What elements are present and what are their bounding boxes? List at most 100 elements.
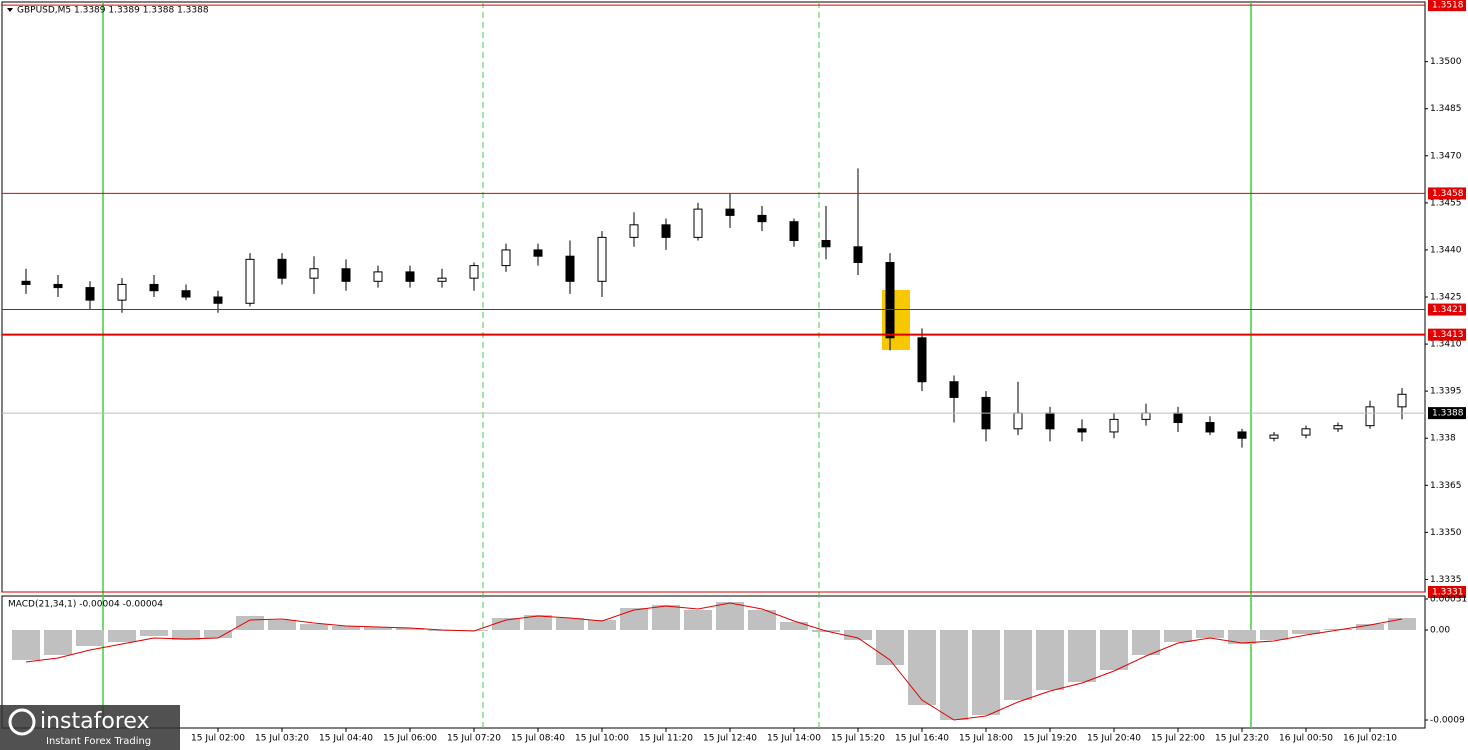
y-tick-label: 1.3350 <box>1430 528 1462 538</box>
y-tick-label: 1.3395 <box>1430 387 1462 397</box>
x-tick-label: 15 Jul 08:40 <box>511 734 565 744</box>
candle-body <box>629 224 639 238</box>
macd-bar <box>1132 630 1160 655</box>
x-tick-label: 15 Jul 12:40 <box>703 734 757 744</box>
candle-body <box>917 337 927 383</box>
level-label: 1.3518 <box>1432 1 1464 11</box>
candle-body <box>1397 393 1407 408</box>
macd-bar <box>396 628 424 630</box>
macd-bar <box>44 630 72 655</box>
level-box <box>1428 0 1466 12</box>
candle-body <box>181 290 191 298</box>
macd-bar <box>652 605 680 630</box>
level-label: 1.3413 <box>1432 330 1464 340</box>
x-tick-label: 15 Jul 10:00 <box>575 734 629 744</box>
candle-body <box>405 271 415 282</box>
x-tick-label: 15 Jul 18:00 <box>959 734 1013 744</box>
candle-body <box>85 287 95 301</box>
y-tick-label: 1.3500 <box>1430 57 1462 67</box>
macd-bar <box>1100 630 1128 670</box>
candle-body <box>1301 428 1311 436</box>
macd-bar <box>588 620 616 630</box>
x-tick-label: 15 Jul 15:20 <box>831 734 885 744</box>
candle-body <box>501 249 511 267</box>
macd-bar <box>972 630 1000 715</box>
level-box <box>1428 328 1466 341</box>
macd-bar <box>492 618 520 630</box>
macd-bar <box>780 622 808 630</box>
candle-body <box>245 258 255 304</box>
price-panel <box>1 1 1426 593</box>
candle-body <box>1109 418 1119 433</box>
candle-body <box>597 236 607 282</box>
x-tick-label: 15 Jul 02:00 <box>191 734 245 744</box>
candle-body <box>693 208 703 238</box>
macd-bar <box>1068 630 1096 682</box>
candle-body <box>821 240 831 248</box>
candle-body <box>149 283 159 292</box>
candle-body <box>53 283 63 289</box>
macd-bar <box>940 630 968 720</box>
macd-bar <box>716 602 744 630</box>
candle-body <box>853 246 863 263</box>
macd-bar <box>300 624 328 630</box>
x-tick-label: 15 Jul 14:00 <box>767 734 821 744</box>
candle-body <box>277 258 287 279</box>
y-tick-label: 1.3485 <box>1430 104 1462 114</box>
x-tick-label: 15 Jul 16:40 <box>895 734 949 744</box>
macd-bar <box>1260 630 1288 640</box>
x-tick-label: 15 Jul 07:20 <box>447 734 501 744</box>
logo-icon <box>8 708 36 736</box>
macd-bar <box>140 630 168 636</box>
candle-body <box>661 224 671 238</box>
candle-body <box>1237 431 1247 439</box>
x-tick-label: 15 Jul 04:40 <box>319 734 373 744</box>
x-tick-label: 16 Jul 02:10 <box>1343 734 1397 744</box>
y-tick-label: 1.3335 <box>1430 575 1462 585</box>
macd-bar <box>524 615 552 630</box>
candle-body <box>1077 428 1087 433</box>
candle-body <box>1205 422 1215 433</box>
last-price-box <box>1428 407 1466 420</box>
macd-bar <box>1356 624 1384 630</box>
y-tick-label: 1.3440 <box>1430 245 1462 255</box>
candle-body <box>1333 425 1343 430</box>
level-box <box>1428 586 1466 598</box>
last-price-label: 1.3388 <box>1432 409 1464 419</box>
x-tick-label: 15 Jul 03:20 <box>255 734 309 744</box>
x-tick-label: 16 Jul 00:50 <box>1279 734 1333 744</box>
x-tick-label: 15 Jul 11:20 <box>639 734 693 744</box>
candle-body <box>949 381 959 398</box>
x-tick-label: 15 Jul 23:20 <box>1215 734 1269 744</box>
y-tick-label: 1.3425 <box>1430 293 1462 303</box>
logo-tagline: Instant Forex Trading <box>46 736 151 747</box>
y-tick-label: 1.3410 <box>1430 340 1462 350</box>
macd-bar <box>76 630 104 646</box>
macd-bar <box>332 626 360 630</box>
y-tick-label: 1.338 <box>1430 434 1456 444</box>
candle-body <box>725 208 735 216</box>
chart-title: GBPUSD,M5 1.3389 1.3389 1.3388 1.3388 <box>17 6 209 16</box>
macd-bar <box>748 610 776 630</box>
macd-bar <box>684 610 712 630</box>
candle-body <box>885 261 895 339</box>
candle-body <box>1269 434 1279 439</box>
menu-arrow <box>7 8 13 12</box>
level-box <box>1428 187 1466 200</box>
candle-body <box>21 280 31 285</box>
macd-bar <box>620 608 648 630</box>
macd-bar <box>268 620 296 630</box>
y-tick-label: -0.0009 <box>1430 716 1465 726</box>
macd-bar <box>12 630 40 660</box>
macd-bar <box>1196 630 1224 638</box>
y-tick-label: 0.00 <box>1430 626 1450 636</box>
macd-bar <box>364 627 392 630</box>
x-tick-label: 15 Jul 20:40 <box>1087 734 1141 744</box>
y-tick-label: 1.3470 <box>1430 151 1462 161</box>
level-label: 1.3421 <box>1432 305 1464 315</box>
level-label: 1.3458 <box>1432 189 1464 199</box>
candle-body <box>1045 412 1055 430</box>
macd-bar <box>1164 630 1192 642</box>
